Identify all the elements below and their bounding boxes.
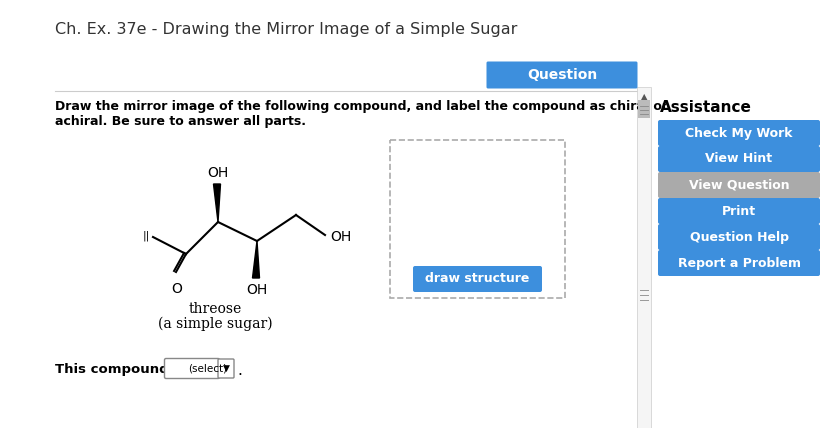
Polygon shape	[252, 241, 260, 278]
Text: Print: Print	[722, 205, 756, 217]
Text: This compound is: This compound is	[55, 363, 190, 376]
Text: O: O	[172, 282, 183, 296]
Text: .: .	[237, 363, 242, 378]
Text: ▲: ▲	[641, 92, 647, 101]
Text: ||: ||	[142, 231, 150, 241]
Polygon shape	[214, 184, 220, 222]
FancyBboxPatch shape	[658, 146, 820, 172]
FancyBboxPatch shape	[487, 62, 638, 89]
Text: achiral. Be sure to answer all parts.: achiral. Be sure to answer all parts.	[55, 115, 306, 128]
Text: ▼: ▼	[223, 364, 230, 373]
Text: (a simple sugar): (a simple sugar)	[158, 317, 272, 331]
Text: Draw the mirror image of the following compound, and label the compound as chira: Draw the mirror image of the following c…	[55, 100, 668, 113]
Text: draw structure: draw structure	[426, 273, 530, 285]
Bar	[390, 140, 565, 298]
FancyBboxPatch shape	[218, 359, 234, 378]
FancyBboxPatch shape	[413, 266, 542, 292]
Bar	[638, 100, 650, 118]
FancyBboxPatch shape	[164, 359, 220, 378]
Text: Assistance: Assistance	[660, 100, 752, 115]
Text: threose: threose	[189, 302, 241, 316]
FancyBboxPatch shape	[658, 120, 820, 146]
Text: Check My Work: Check My Work	[685, 127, 793, 140]
Text: Ch. Ex. 37e - Drawing the Mirror Image of a Simple Sugar: Ch. Ex. 37e - Drawing the Mirror Image o…	[55, 22, 517, 37]
Text: Report a Problem: Report a Problem	[677, 256, 800, 270]
FancyBboxPatch shape	[658, 250, 820, 276]
Text: View Hint: View Hint	[706, 152, 773, 166]
FancyBboxPatch shape	[658, 172, 820, 198]
Text: (select): (select)	[188, 363, 227, 374]
Text: OH: OH	[246, 283, 267, 297]
FancyBboxPatch shape	[658, 198, 820, 224]
Bar	[637, 87, 651, 428]
Text: OH: OH	[207, 166, 229, 180]
Text: Question Help: Question Help	[690, 231, 789, 244]
Text: Question: Question	[527, 68, 597, 82]
FancyBboxPatch shape	[658, 224, 820, 250]
Text: View Question: View Question	[689, 178, 789, 191]
Text: OH: OH	[330, 230, 351, 244]
